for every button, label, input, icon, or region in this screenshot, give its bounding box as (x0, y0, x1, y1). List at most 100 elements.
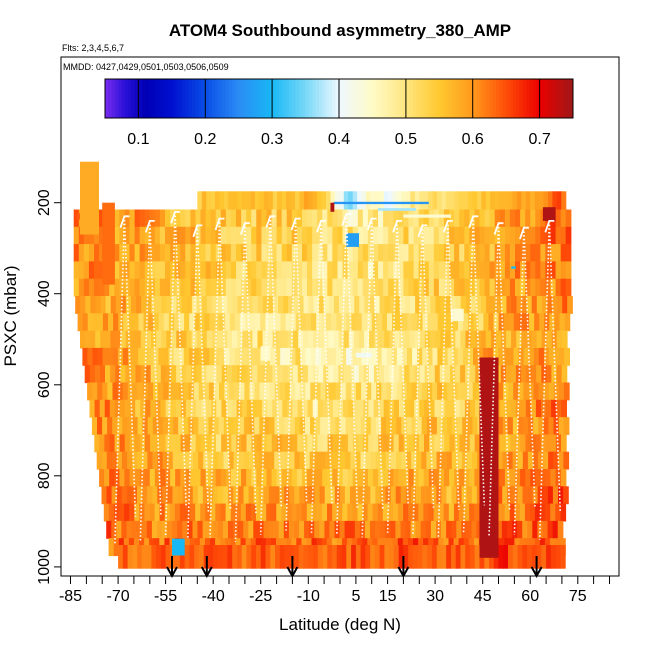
heatmap-cell (116, 520, 123, 539)
heatmap-cell (515, 261, 521, 280)
heatmap-cell (187, 520, 194, 539)
heatmap-cell (132, 451, 138, 470)
heatmap-cell (558, 382, 565, 401)
flight-track (234, 223, 257, 542)
heatmap-cell (154, 469, 161, 487)
heatmap-cell (501, 520, 508, 539)
colorbar-swatch (181, 79, 186, 118)
colorbar-swatch (171, 79, 176, 118)
heatmap-cell (373, 278, 379, 297)
heatmap-cell (148, 313, 155, 332)
heatmap-cell (374, 545, 381, 569)
heatmap-cell (411, 451, 417, 470)
heatmap-cell (186, 296, 193, 314)
heatmap-cell (438, 244, 445, 262)
heatmap-cell (509, 503, 516, 522)
heatmap-cell (160, 399, 167, 418)
heatmap-cell (285, 313, 292, 332)
heatmap-cell (378, 244, 384, 262)
heatmap-cell (544, 313, 550, 332)
heatmap-cell (307, 469, 313, 487)
heatmap-cell (126, 486, 133, 505)
heatmap-cell (442, 382, 448, 401)
heatmap-cell (276, 244, 283, 262)
heatmap-cell (167, 451, 174, 470)
heatmap-cell (137, 451, 143, 470)
heatmap-cell (99, 278, 105, 297)
heatmap-cell (179, 503, 186, 522)
flight-track-top (392, 220, 403, 233)
heatmap-cell (396, 347, 403, 366)
heatmap-cell (356, 313, 363, 332)
heatmap-cell (346, 347, 352, 366)
heatmap-cell (526, 365, 532, 384)
heatmap-cell (548, 417, 555, 435)
heatmap-cell (199, 347, 205, 366)
heatmap-cell (276, 278, 283, 297)
heatmap-cell (211, 434, 217, 453)
heatmap-cell (168, 417, 174, 435)
heatmap-cell (467, 451, 473, 470)
flight-track (139, 220, 162, 542)
heatmap-cell (308, 545, 314, 569)
heatmap-cell (327, 244, 333, 262)
colorbar-swatch (141, 79, 146, 118)
heatmap-cell (286, 503, 293, 522)
colorbar-swatch (529, 79, 534, 118)
heatmap-cell (210, 261, 217, 280)
heatmap-cell (338, 399, 344, 418)
heatmap-cell (344, 296, 350, 314)
heatmap-cell (555, 244, 562, 262)
heatmap-cell (314, 520, 320, 539)
heatmap-cell (394, 330, 401, 349)
heatmap-cell (462, 417, 468, 435)
heatmap-cell (146, 296, 152, 314)
heatmap-cell (180, 434, 187, 453)
heatmap-cell (165, 226, 171, 245)
heatmap-cell (129, 244, 136, 262)
heatmap-cell (451, 545, 457, 569)
heatmap-cell (263, 520, 270, 539)
heatmap-cell (564, 347, 570, 366)
heatmap-cell (512, 417, 519, 435)
heatmap-cell (329, 520, 336, 539)
heatmap-cell (359, 296, 365, 314)
heatmap-cell (242, 365, 248, 384)
heatmap-cell (286, 244, 293, 262)
heatmap-cell (454, 244, 460, 262)
heatmap-cell (520, 278, 526, 297)
heatmap-cell (432, 313, 439, 332)
heatmap-cell (380, 486, 387, 505)
heatmap-cell (277, 191, 283, 211)
heatmap-cell (528, 382, 535, 401)
heatmap-cell (485, 330, 492, 349)
heatmap-cell (287, 434, 293, 453)
heatmap-cell (175, 399, 182, 418)
heatmap-cell (304, 451, 311, 470)
heatmap-cell (241, 399, 248, 418)
heatmap-cell (281, 244, 288, 262)
heatmap-cell (378, 434, 385, 453)
heatmap-cell (233, 417, 240, 435)
heatmap-cell (498, 313, 505, 332)
heatmap-cell (427, 347, 433, 366)
heatmap-cell (343, 399, 349, 418)
heatmap-cell (119, 226, 125, 245)
heatmap-cell (215, 278, 222, 297)
heatmap-cell (165, 244, 171, 262)
heatmap-cell (134, 434, 141, 453)
heatmap-cell (352, 244, 359, 262)
heatmap-cell (164, 503, 171, 522)
heatmap-cell (351, 313, 358, 332)
heatmap-cell (365, 451, 372, 470)
heatmap-cell (266, 503, 272, 522)
heatmap-cell (345, 451, 351, 470)
heatmap-cell (330, 382, 337, 401)
heatmap-cell (538, 451, 544, 470)
heatmap-cell (155, 399, 162, 418)
heatmap-cell (153, 313, 160, 332)
heatmap-cell (313, 330, 319, 349)
heatmap-cell (224, 313, 231, 332)
heatmap-cell (423, 278, 430, 297)
heatmap-cell (327, 278, 333, 297)
